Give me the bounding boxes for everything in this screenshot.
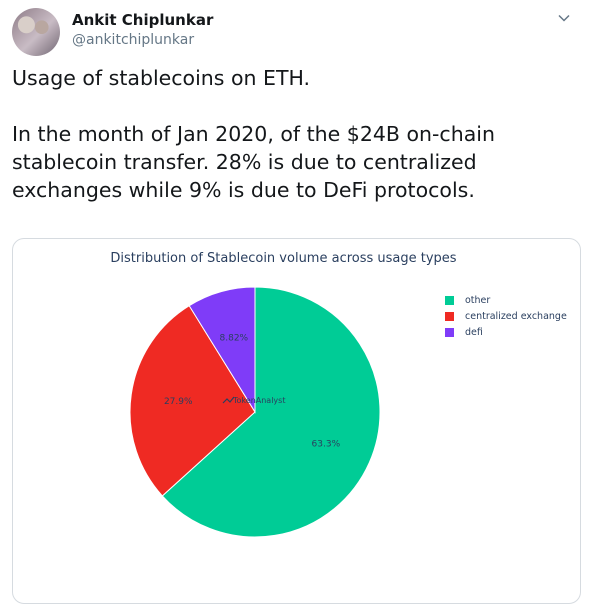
display-name[interactable]: Ankit Chiplunkar bbox=[72, 11, 214, 29]
pie-label-defi: 8.82% bbox=[220, 333, 249, 343]
tweet-text: Usage of stablecoins on ETH. In the mont… bbox=[12, 66, 495, 202]
legend-swatch bbox=[445, 296, 454, 305]
pie-slice-centralized-exchange[interactable] bbox=[129, 305, 256, 497]
legend-item-other[interactable]: other bbox=[445, 293, 567, 308]
legend-swatch bbox=[445, 328, 454, 337]
legend-label: other bbox=[465, 295, 491, 306]
avatar[interactable] bbox=[12, 8, 60, 56]
chart-title: Distribution of Stablecoin volume across… bbox=[13, 251, 578, 266]
legend-item-defi[interactable]: defi bbox=[445, 325, 567, 340]
legend-swatch bbox=[445, 312, 454, 321]
pie-slice-other[interactable] bbox=[161, 286, 381, 538]
chart-card[interactable]: Distribution of Stablecoin volume across… bbox=[12, 238, 581, 604]
pie-label-centralized-exchange: 27.9% bbox=[164, 397, 193, 407]
pie-chart: 63.3% 27.9% 8.82% TokenAnalyst bbox=[129, 286, 381, 538]
legend-label: defi bbox=[465, 327, 483, 338]
author-info: Ankit Chiplunkar @ankitchiplunkar bbox=[72, 10, 213, 50]
chart-title-text: Distribution of Stablecoin volume across… bbox=[110, 251, 457, 266]
tokenanalyst-logo-icon: TokenAnalyst bbox=[222, 396, 285, 405]
user-handle[interactable]: @ankitchiplunkar bbox=[72, 32, 195, 48]
tweet-header: Ankit Chiplunkar @ankitchiplunkar bbox=[12, 8, 578, 56]
pie-label-other: 63.3% bbox=[312, 439, 341, 449]
chart-legend: other centralized exchange defi bbox=[445, 293, 567, 341]
pie-slice-defi[interactable] bbox=[188, 286, 256, 414]
chevron-down-icon[interactable] bbox=[556, 10, 572, 26]
legend-item-centralized-exchange[interactable]: centralized exchange bbox=[445, 309, 567, 324]
legend-label: centralized exchange bbox=[465, 311, 567, 322]
watermark-text: TokenAnalyst bbox=[232, 396, 285, 405]
